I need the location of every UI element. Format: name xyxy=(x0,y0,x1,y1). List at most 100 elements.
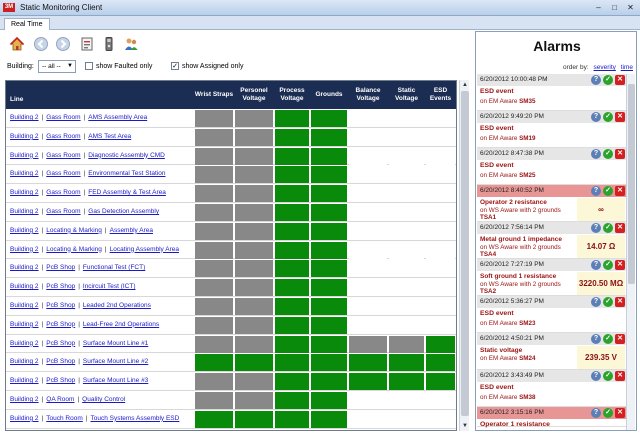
line-path-link[interactable]: Building 2 xyxy=(10,302,39,309)
line-path-link[interactable]: PcB Shop xyxy=(46,320,76,328)
acknowledge-icon[interactable]: ✓ xyxy=(603,149,613,159)
device-icon[interactable] xyxy=(101,36,117,52)
line-path-link[interactable]: Environmental Test Station xyxy=(88,170,166,178)
dismiss-icon[interactable]: ✕ xyxy=(615,297,625,307)
help-icon[interactable]: ? xyxy=(591,75,601,85)
line-path-link[interactable]: PcB Shop xyxy=(46,358,76,366)
line-path-link[interactable]: Gass Room xyxy=(46,170,81,178)
minimize-icon[interactable]: – xyxy=(596,3,601,12)
line-path-link[interactable]: Locating Assembly Area xyxy=(109,245,179,253)
dismiss-icon[interactable]: ✕ xyxy=(615,186,625,196)
line-path-link[interactable]: Building 2 xyxy=(10,339,39,347)
show-faulted-checkbox[interactable] xyxy=(85,62,93,70)
line-path-link[interactable]: FED Assembly & Test Area xyxy=(88,189,166,197)
help-icon[interactable]: ? xyxy=(591,149,601,159)
line-path-link[interactable]: Gass Room xyxy=(46,208,81,215)
line-path-link[interactable]: QA Room xyxy=(46,396,75,403)
line-path-link[interactable]: Diagnostic Assembly CMD xyxy=(88,151,165,159)
dismiss-icon[interactable]: ✕ xyxy=(615,223,625,233)
line-path-link[interactable]: Quality Control xyxy=(82,396,126,403)
line-path-link[interactable]: Building 2 xyxy=(10,189,39,197)
order-by-time-link[interactable]: time xyxy=(620,64,633,71)
help-icon[interactable]: ? xyxy=(591,371,601,381)
dismiss-icon[interactable]: ✕ xyxy=(615,334,625,344)
acknowledge-icon[interactable]: ✓ xyxy=(603,260,613,270)
acknowledge-icon[interactable]: ✓ xyxy=(603,112,613,122)
close-icon[interactable]: ✕ xyxy=(627,3,634,12)
line-path-link[interactable]: Lead-Free 2nd Operations xyxy=(82,320,160,328)
dismiss-icon[interactable]: ✕ xyxy=(615,371,625,381)
line-path-link[interactable]: Building 2 xyxy=(10,132,39,140)
line-path-link[interactable]: Touch Systems Assembly ESD xyxy=(90,414,180,422)
line-path-link[interactable]: Surface Mount Line #3 xyxy=(82,377,149,385)
building-select[interactable]: -- all -- ▼ xyxy=(38,60,76,73)
line-path-link[interactable]: Building 2 xyxy=(10,283,39,291)
line-path-link[interactable]: Gass Room xyxy=(46,151,81,159)
line-path-link[interactable]: Building 2 xyxy=(10,414,39,422)
back-icon[interactable] xyxy=(33,36,49,52)
order-by-severity-link[interactable]: severity xyxy=(593,64,616,71)
line-path-link[interactable]: PcB Shop xyxy=(46,264,76,272)
acknowledge-icon[interactable]: ✓ xyxy=(603,371,613,381)
line-path-link[interactable]: PcB Shop xyxy=(46,339,76,347)
dismiss-icon[interactable]: ✕ xyxy=(615,149,625,159)
help-icon[interactable]: ? xyxy=(591,297,601,307)
line-path-link[interactable]: Touch Room xyxy=(46,414,83,422)
scroll-down-icon[interactable]: ▼ xyxy=(462,423,468,429)
line-path-link[interactable]: Gas Detection Assembly xyxy=(88,208,160,215)
help-icon[interactable]: ? xyxy=(591,408,601,418)
line-path-link[interactable]: Building 2 xyxy=(10,114,39,121)
tab-real-time[interactable]: Real Time xyxy=(4,18,50,30)
help-icon[interactable]: ? xyxy=(591,186,601,196)
line-path-link[interactable]: Building 2 xyxy=(10,358,39,366)
scroll-thumb[interactable] xyxy=(461,91,469,416)
line-path-link[interactable]: Building 2 xyxy=(10,320,39,328)
line-path-link[interactable]: Building 2 xyxy=(10,396,39,403)
acknowledge-icon[interactable]: ✓ xyxy=(603,408,613,418)
line-path-link[interactable]: Leaded 2nd Operations xyxy=(82,302,151,309)
dismiss-icon[interactable]: ✕ xyxy=(615,408,625,418)
grid-scrollbar[interactable]: ▲ ▼ xyxy=(459,80,469,431)
forward-icon[interactable] xyxy=(55,36,71,52)
line-path-link[interactable]: Surface Mount Line #2 xyxy=(82,358,149,366)
line-path-link[interactable]: Building 2 xyxy=(10,377,39,385)
acknowledge-icon[interactable]: ✓ xyxy=(603,297,613,307)
acknowledge-icon[interactable]: ✓ xyxy=(603,75,613,85)
line-path-link[interactable]: AMS Test Area xyxy=(88,132,132,140)
line-path-link[interactable]: Gass Room xyxy=(46,189,81,197)
line-path-link[interactable]: Building 2 xyxy=(10,151,39,159)
show-assigned-checkbox[interactable]: ✓ xyxy=(171,62,179,70)
help-icon[interactable]: ? xyxy=(591,334,601,344)
line-path-link[interactable]: Surface Mount Line #1 xyxy=(82,339,149,347)
alarm-scroll-thumb[interactable] xyxy=(628,84,635,284)
line-path-link[interactable]: Assembly Area xyxy=(109,226,153,234)
dismiss-icon[interactable]: ✕ xyxy=(615,112,625,122)
line-path-link[interactable]: Building 2 xyxy=(10,245,39,253)
line-path-link[interactable]: Locating & Marking xyxy=(46,245,102,253)
acknowledge-icon[interactable]: ✓ xyxy=(603,223,613,233)
line-path-link[interactable]: Building 2 xyxy=(10,208,39,215)
line-path-link[interactable]: Locating & Marking xyxy=(46,226,102,234)
line-path-link[interactable]: PcB Shop xyxy=(46,377,76,385)
alarm-scrollbar[interactable] xyxy=(626,74,635,430)
users-icon[interactable] xyxy=(123,36,139,52)
line-path-link[interactable]: PcB Shop xyxy=(46,283,76,291)
help-icon[interactable]: ? xyxy=(591,112,601,122)
help-icon[interactable]: ? xyxy=(591,260,601,270)
line-path-link[interactable]: Building 2 xyxy=(10,170,39,178)
scroll-up-icon[interactable]: ▲ xyxy=(462,82,468,88)
line-path-link[interactable]: PcB Shop xyxy=(46,302,76,309)
dismiss-icon[interactable]: ✕ xyxy=(615,260,625,270)
help-icon[interactable]: ? xyxy=(591,223,601,233)
dismiss-icon[interactable]: ✕ xyxy=(615,75,625,85)
line-path-link[interactable]: Incircuit Test (ICT) xyxy=(82,283,136,291)
line-path-link[interactable]: Gass Room xyxy=(46,114,81,121)
line-path-link[interactable]: AMS Assembly Area xyxy=(88,114,148,121)
line-path-link[interactable]: Building 2 xyxy=(10,226,39,234)
line-path-link[interactable]: Building 2 xyxy=(10,264,39,272)
home-icon[interactable] xyxy=(9,36,25,52)
report-icon[interactable] xyxy=(79,36,95,52)
acknowledge-icon[interactable]: ✓ xyxy=(603,334,613,344)
line-path-link[interactable]: Functional Test (FCT) xyxy=(82,264,146,272)
maximize-icon[interactable]: □ xyxy=(612,3,617,12)
